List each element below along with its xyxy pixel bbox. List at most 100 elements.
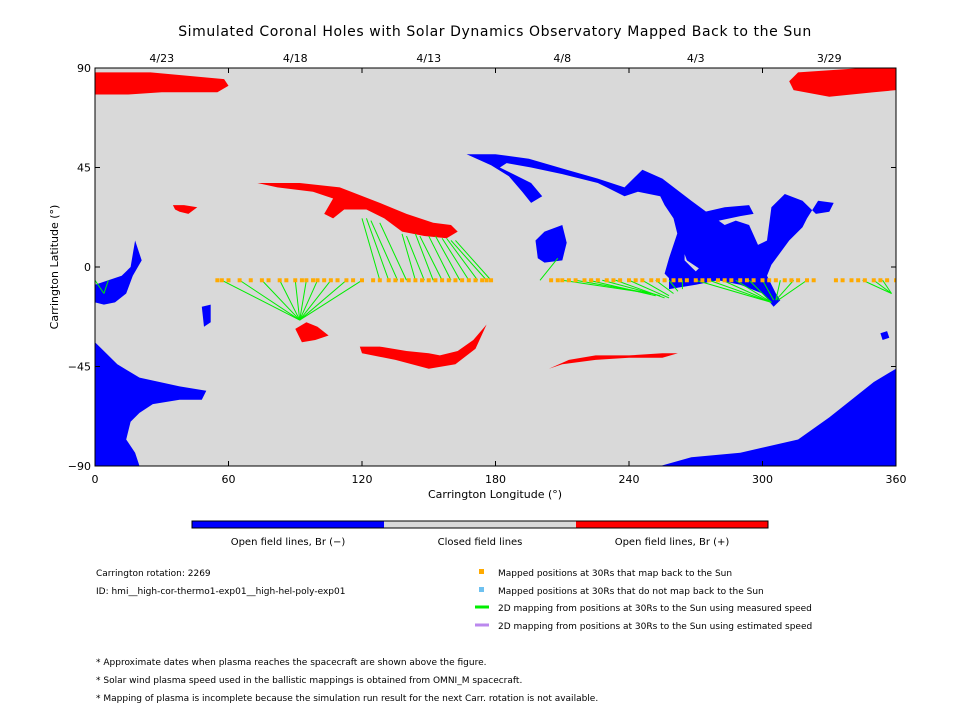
mapped-position-27 [420, 278, 425, 283]
y-axis-ticks: 90 45 0 −45 −90 [68, 62, 896, 473]
mapping-line-39 [722, 279, 772, 303]
mapping-line-45 [777, 279, 808, 301]
mapping-line-21 [434, 235, 461, 281]
mapped-position-48 [611, 278, 616, 283]
mapping-line-24 [450, 240, 487, 281]
x-tick-label-1: 60 [222, 473, 236, 486]
run-id: ID: hmi__high-cor-thermo1-exp01__high-he… [96, 587, 345, 597]
mapping-line-35 [668, 279, 679, 292]
mapping-line-7 [299, 280, 307, 321]
map-area [94, 67, 897, 467]
mapping-line-14 [370, 220, 399, 281]
mapped-position-13 [315, 278, 320, 283]
mapped-position-12 [311, 278, 316, 283]
colorbar-label-negative: Open field lines, Br (−) [231, 537, 346, 548]
mapped-position-19 [360, 278, 364, 283]
mapped-position-15 [328, 278, 333, 283]
mapped-position-38 [489, 278, 494, 283]
mapped-position-65 [738, 278, 743, 283]
coronal-hole-negative-7 [466, 154, 834, 307]
mapped-position-32 [453, 278, 458, 283]
legend-label-not-mapped: Mapped positions at 30Rs that do not map… [498, 587, 764, 597]
mapped-position-78 [849, 278, 854, 283]
mapped-position-66 [744, 278, 749, 283]
mapped-position-36 [480, 278, 485, 283]
carrington-rotation: Carrington rotation: 2269 [96, 569, 211, 579]
mapping-line-5 [279, 280, 301, 321]
legend: Mapped positions at 30Rs that map back t… [475, 569, 812, 632]
mapped-position-56 [671, 278, 676, 283]
mapping-line-12 [361, 218, 381, 281]
mapped-position-37 [484, 278, 489, 283]
mapped-position-31 [446, 278, 451, 283]
mapped-position-81 [871, 278, 876, 283]
mapped-position-64 [729, 278, 734, 283]
mapping-line-47 [873, 279, 892, 294]
mapping-line-48 [882, 279, 892, 294]
mapping-line-37 [695, 279, 772, 303]
mapped-position-11 [304, 278, 309, 283]
footnote-3: * Mapping of plasma is incomplete becaus… [96, 694, 598, 704]
mapped-position-10 [299, 278, 304, 283]
x-tick-label-0: 0 [92, 473, 99, 486]
mapped-position-58 [684, 278, 689, 283]
mapped-position-28 [426, 278, 431, 283]
coronal-hole-positive-1 [789, 68, 896, 97]
mapped-position-47 [604, 278, 609, 283]
mapped-position-8 [284, 278, 289, 283]
coronal-hole-negative-12 [201, 304, 211, 327]
mapped-position-9 [293, 278, 298, 283]
mapped-position-2 [226, 278, 231, 283]
mapped-position-33 [460, 278, 465, 283]
mapped-position-14 [322, 278, 327, 283]
mapped-position-79 [856, 278, 861, 283]
colorbar-label-positive: Open field lines, Br (+) [615, 537, 730, 548]
coronal-hole-positive-5 [359, 324, 487, 369]
mapped-position-21 [377, 278, 382, 283]
colorbar: Open field lines, Br (−) Closed field li… [191, 520, 769, 548]
mapped-position-41 [560, 278, 565, 283]
mapped-position-70 [773, 278, 778, 283]
mapped-position-53 [649, 278, 654, 283]
coronal-hole-negative-9 [95, 342, 207, 466]
mapping-line-38 [708, 279, 772, 303]
mapped-position-83 [885, 278, 890, 283]
mapped-position-17 [344, 278, 349, 283]
mapped-position-54 [655, 278, 660, 283]
mapped-position-67 [751, 278, 756, 283]
mapped-position-24 [400, 278, 405, 283]
chart-title: Simulated Coronal Holes with Solar Dynam… [178, 24, 812, 40]
mapping-line-6 [294, 280, 301, 321]
mapped-position-29 [433, 278, 438, 283]
date-label-1: 4/18 [283, 52, 308, 65]
mapping-line-15 [379, 222, 407, 281]
mapped-position-82 [878, 278, 883, 283]
mapped-position-84 [894, 278, 896, 283]
x-tick-label-6: 360 [886, 473, 907, 486]
mapped-position-22 [386, 278, 391, 283]
footnote-1: * Approximate dates when plasma reaches … [96, 658, 487, 668]
mapping-line-11 [299, 279, 363, 321]
top-date-axis: 4/23 4/18 4/13 4/8 4/3 3/29 [149, 52, 841, 65]
legend-swatch-not-mapped [479, 587, 484, 592]
mapped-position-72 [789, 278, 794, 283]
mapping-line-3 [239, 279, 300, 321]
mapped-position-35 [473, 278, 478, 283]
mapping-line-8 [299, 280, 318, 321]
mapped-position-62 [716, 278, 720, 283]
mapped-position-57 [678, 278, 683, 283]
coronal-hole-positive-0 [95, 72, 229, 95]
mapping-line-1 [103, 280, 109, 294]
mapping-line-17 [406, 235, 425, 281]
x-tick-label-5: 300 [752, 473, 773, 486]
mapping-lines [95, 218, 892, 321]
y-tick-label-4: −90 [68, 460, 91, 473]
mapping-line-4 [261, 279, 301, 321]
mapped-position-69 [767, 278, 772, 283]
mapped-position-34 [466, 278, 471, 283]
mapped-position-40 [555, 278, 560, 283]
mapped-position-0 [215, 278, 220, 283]
date-label-3: 4/8 [553, 52, 571, 65]
mapping-line-18 [414, 233, 434, 281]
